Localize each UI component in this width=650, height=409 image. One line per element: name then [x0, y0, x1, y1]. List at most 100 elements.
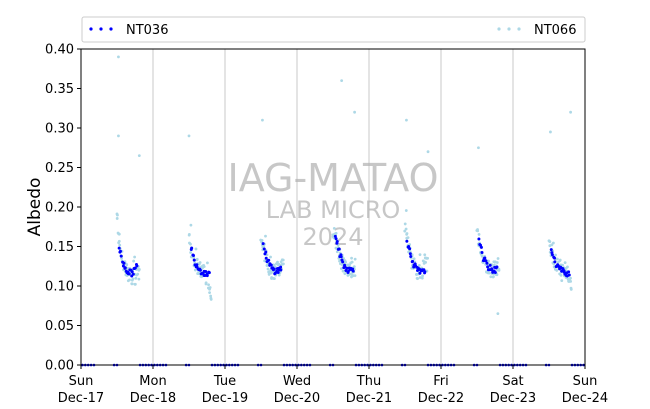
x-tick-label-day: Tue — [213, 374, 236, 389]
point-nt066 — [569, 110, 572, 114]
point-nt066 — [116, 213, 119, 217]
point-nt066 — [133, 282, 137, 286]
point-nt036 — [205, 274, 209, 278]
point-nt066 — [551, 241, 555, 245]
point-nt066 — [134, 276, 138, 280]
point-nt066 — [132, 259, 136, 263]
point-nt066 — [276, 260, 279, 264]
legend-marker-nt066 — [517, 27, 521, 31]
point-nt036 — [407, 244, 411, 248]
grid-lines — [152, 49, 514, 365]
legend-marker-nt066 — [497, 27, 501, 31]
point-nt066 — [207, 283, 210, 287]
point-nt066 — [209, 294, 213, 298]
point-nt036 — [131, 272, 135, 276]
point-nt066 — [569, 287, 573, 291]
point-nt066 — [476, 228, 479, 231]
point-nt066 — [202, 265, 206, 269]
point-nt066 — [118, 243, 122, 247]
point-nt066 — [405, 232, 409, 235]
point-nt066 — [261, 118, 264, 122]
point-nt036 — [495, 265, 499, 269]
y-tick-label: 0.35 — [45, 82, 74, 97]
point-nt036 — [346, 270, 350, 274]
point-nt066 — [477, 233, 481, 236]
point-nt066 — [263, 259, 267, 263]
point-nt036 — [408, 252, 412, 256]
point-nt066 — [404, 227, 408, 231]
point-nt036 — [485, 261, 489, 265]
point-nt036 — [405, 239, 409, 243]
point-nt066 — [412, 257, 416, 261]
point-nt066 — [187, 134, 191, 138]
point-nt036 — [351, 269, 355, 273]
y-tick-label: 0.10 — [45, 280, 74, 295]
y-axis-label: Albedo — [25, 178, 45, 237]
point-nt066 — [350, 260, 354, 264]
x-tick-label-date: Dec-20 — [274, 391, 320, 406]
point-nt066 — [117, 239, 121, 243]
point-nt066 — [480, 254, 484, 258]
point-nt066 — [273, 265, 277, 269]
x-tick-label-date: Dec-21 — [346, 391, 392, 406]
point-nt066 — [563, 261, 567, 265]
point-nt066 — [189, 251, 193, 254]
point-nt036 — [488, 263, 492, 267]
point-nt036 — [567, 270, 571, 274]
point-nt036 — [490, 267, 494, 271]
point-nt066 — [204, 281, 208, 285]
point-nt066 — [495, 273, 499, 277]
point-nt066 — [117, 55, 120, 59]
point-nt036 — [190, 246, 194, 250]
point-nt066 — [208, 291, 211, 295]
point-nt036 — [195, 263, 199, 267]
point-nt066 — [353, 110, 356, 114]
point-nt036 — [334, 237, 338, 241]
point-nt036 — [567, 273, 571, 277]
point-nt066 — [117, 134, 120, 138]
point-nt036 — [484, 259, 488, 263]
x-tick-label-date: Dec-19 — [202, 391, 248, 406]
point-nt036 — [550, 253, 554, 257]
point-nt066 — [477, 146, 480, 150]
point-nt066 — [350, 256, 353, 260]
point-nt066 — [262, 244, 266, 248]
legend-marker-nt066 — [507, 27, 511, 31]
point-nt036 — [204, 269, 208, 273]
point-nt066 — [200, 275, 203, 279]
point-nt066 — [130, 282, 134, 286]
point-nt066 — [189, 223, 193, 227]
point-nt066 — [335, 250, 339, 254]
point-nt066 — [195, 257, 199, 261]
point-nt066 — [554, 253, 557, 257]
point-nt036 — [341, 260, 345, 264]
x-tick-label-day: Sun — [69, 374, 94, 389]
watermark-line-1: IAG-MATAO — [227, 156, 438, 200]
point-nt036 — [198, 268, 202, 272]
legend-marker-nt036 — [99, 27, 103, 31]
point-nt066 — [416, 277, 420, 281]
x-tick-label-date: Dec-22 — [418, 391, 464, 406]
point-nt066 — [495, 261, 499, 264]
point-nt066 — [187, 233, 191, 236]
point-nt066 — [426, 256, 430, 260]
point-nt066 — [133, 255, 137, 259]
point-nt036 — [192, 258, 196, 262]
point-nt066 — [566, 265, 569, 269]
point-nt066 — [136, 272, 140, 276]
point-nt036 — [279, 265, 283, 269]
point-nt036 — [133, 266, 137, 270]
point-nt066 — [198, 261, 202, 264]
point-nt036 — [418, 271, 422, 275]
point-nt066 — [353, 257, 357, 261]
x-tick-label-day: Wed — [283, 374, 311, 389]
point-nt066 — [403, 229, 407, 233]
x-axis: Sun Dec-17 Mon Dec-18 Tue Dec-19 Wed Dec-20 Thu D… — [58, 365, 608, 406]
x-tick-label-day: Sat — [502, 374, 523, 389]
point-nt066 — [131, 277, 135, 281]
point-nt066 — [558, 258, 562, 262]
point-nt066 — [128, 278, 131, 282]
point-nt066 — [421, 274, 424, 278]
